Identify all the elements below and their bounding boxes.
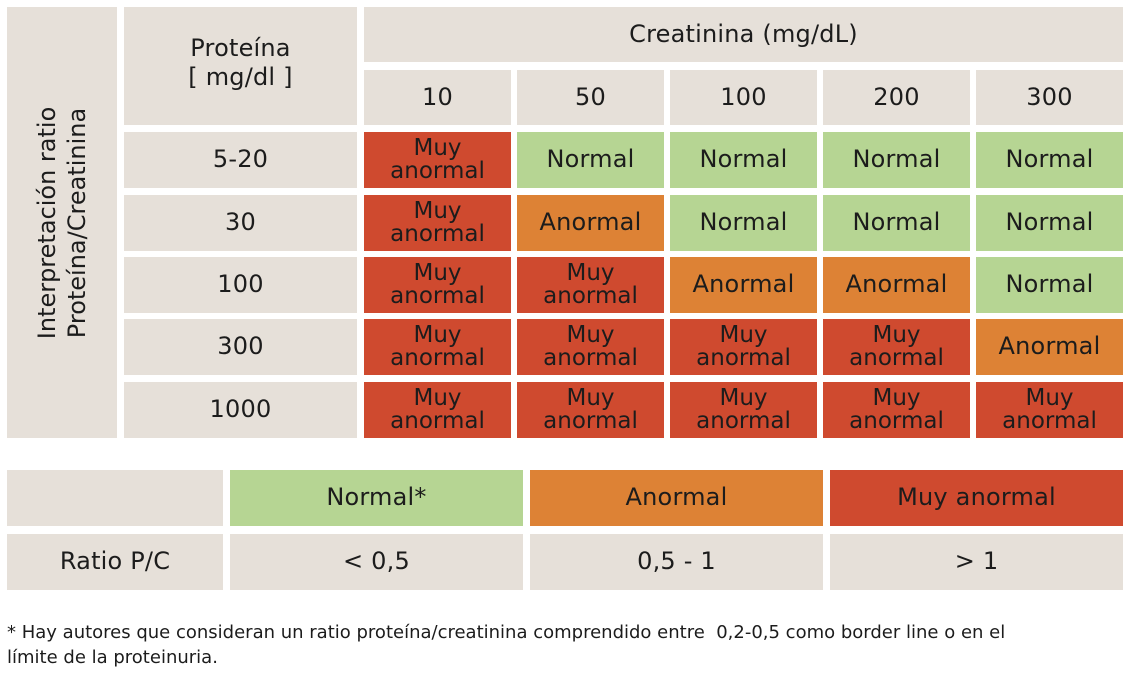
interpretation-cell: Normal (976, 132, 1123, 188)
interpretation-cell: Normal (976, 257, 1123, 313)
footnote-line1: * Hay autores que consideran un ratio pr… (7, 622, 1006, 643)
creatinine-header: Creatinina (mg/dL) (364, 7, 1123, 62)
interpretation-cell-line1: Normal (852, 208, 941, 237)
interpretation-cell: Normal (823, 195, 970, 251)
interpretation-cell-line2: anormal (390, 158, 485, 184)
interpretation-cell-line2: anormal (1002, 408, 1097, 434)
interpretation-cell-line1: Normal (1005, 145, 1094, 174)
interpretation-cell-line2: anormal (849, 408, 944, 434)
interpretation-cell-line2: anormal (696, 408, 791, 434)
interpretation-cell: Muy anormal (823, 319, 970, 375)
interpretation-cell-line2: anormal (390, 345, 485, 371)
interpretation-cell-line2: anormal (543, 408, 638, 434)
interpretation-cell-line1: Normal (1005, 208, 1094, 237)
interpretation-cell: Muy anormal (517, 319, 664, 375)
interpretation-cell: Normal (976, 195, 1123, 251)
interpretation-cell-line1: Muy (1025, 385, 1074, 412)
interpretation-cell-line1: Normal (699, 208, 788, 237)
interpretation-cell-line1: Muy (413, 135, 462, 162)
interpretation-cell: Anormal (976, 319, 1123, 375)
interpretation-cell: Muy anormal (364, 195, 511, 251)
legend-range-anormal: 0,5 - 1 (530, 534, 823, 590)
creatinine-col-100: 100 (670, 70, 817, 125)
interpretation-cell: Muy anormal (670, 382, 817, 438)
interpretation-cell-line1: Normal (852, 145, 941, 174)
creatinine-col-10: 10 (364, 70, 511, 125)
creatinine-col-50: 50 (517, 70, 664, 125)
protein-row-label: 30 (124, 195, 357, 251)
interpretation-cell-line1: Muy (872, 385, 921, 412)
interpretation-cell-line2: anormal (849, 345, 944, 371)
interpretation-cell-line1: Muy (719, 385, 768, 412)
legend-range-muy-anormal: > 1 (830, 534, 1123, 590)
interpretation-cell-line2: anormal (390, 283, 485, 309)
interpretation-cell-line1: Anormal (998, 332, 1101, 361)
interpretation-cell: Muy anormal (823, 382, 970, 438)
side-label-line1: Interpretación ratio (33, 106, 61, 339)
interpretation-cell: Muy anormal (364, 382, 511, 438)
legend-anormal: Anormal (530, 470, 823, 526)
legend-normal: Normal* (230, 470, 523, 526)
interpretation-cell-line1: Muy (413, 385, 462, 412)
footnote: * Hay autores que consideran un ratio pr… (7, 620, 1127, 670)
protein-header: Proteína [ mg/dl ] (124, 7, 357, 125)
creatinine-col-200: 200 (823, 70, 970, 125)
interpretation-cell: Normal (823, 132, 970, 188)
protein-row-label: 300 (124, 319, 357, 375)
interpretation-cell-line2: anormal (696, 345, 791, 371)
interpretation-cell: Muy anormal (517, 382, 664, 438)
interpretation-cell: Anormal (823, 257, 970, 313)
interpretation-cell-line1: Normal (1005, 270, 1094, 299)
interpretation-cell-line1: Muy (566, 322, 615, 349)
interpretation-cell-line1: Muy (872, 322, 921, 349)
interpretation-cell: Muy anormal (364, 319, 511, 375)
interpretation-cell-line1: Anormal (539, 208, 642, 237)
interpretation-cell: Normal (670, 132, 817, 188)
interpretation-cell-line1: Normal (699, 145, 788, 174)
interpretation-cell: Normal (670, 195, 817, 251)
legend-muy-anormal: Muy anormal (830, 470, 1123, 526)
protein-row-label: 5-20 (124, 132, 357, 188)
interpretation-cell-line2: anormal (543, 283, 638, 309)
protein-header-line1: Proteína (190, 34, 291, 63)
interpretation-cell-line1: Muy (719, 322, 768, 349)
interpretation-cell-line1: Anormal (845, 270, 948, 299)
interpretation-cell-line1: Muy (566, 385, 615, 412)
protein-row-label: 100 (124, 257, 357, 313)
side-label: Interpretación ratio Proteína/Creatinina (32, 106, 92, 339)
interpretation-cell: Anormal (670, 257, 817, 313)
footnote-line2: límite de la proteinuria. (7, 647, 218, 669)
interpretation-cell: Anormal (517, 195, 664, 251)
interpretation-cell: Muy anormal (670, 319, 817, 375)
interpretation-cell-line2: anormal (543, 345, 638, 371)
interpretation-cell: Normal (517, 132, 664, 188)
creatinine-col-300: 300 (976, 70, 1123, 125)
interpretation-cell-line2: anormal (390, 408, 485, 434)
interpretation-cell: Muy anormal (517, 257, 664, 313)
interpretation-cell: Muy anormal (976, 382, 1123, 438)
interpretation-cell-line1: Anormal (692, 270, 795, 299)
protein-header-line2: [ mg/dl ] (188, 63, 293, 91)
interpretation-cell: Muy anormal (364, 257, 511, 313)
legend-ratio-label: Ratio P/C (7, 534, 223, 590)
legend-empty-cell (7, 470, 223, 526)
protein-row-label: 1000 (124, 382, 357, 438)
side-label-line2: Proteína/Creatinina (63, 107, 91, 338)
interpretation-cell-line1: Muy (413, 260, 462, 287)
interpretation-cell-line2: anormal (390, 221, 485, 247)
side-label-cell: Interpretación ratio Proteína/Creatinina (7, 7, 117, 438)
interpretation-cell: Muy anormal (364, 132, 511, 188)
interpretation-cell-line1: Muy (413, 198, 462, 225)
interpretation-cell-line1: Muy (413, 322, 462, 349)
interpretation-cell-line1: Normal (546, 145, 635, 174)
legend-range-normal: < 0,5 (230, 534, 523, 590)
interpretation-cell-line1: Muy (566, 260, 615, 287)
